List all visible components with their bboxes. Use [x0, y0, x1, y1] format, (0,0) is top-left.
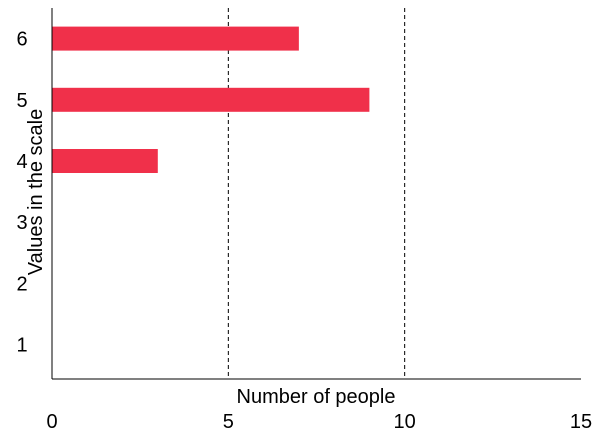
- y-tick-label: 1: [16, 335, 27, 357]
- x-tick-label: 0: [46, 411, 57, 433]
- bar: [52, 149, 158, 173]
- y-tick-label: 4: [16, 151, 27, 173]
- x-axis-title: Number of people: [237, 386, 396, 408]
- y-axis-title: Values in the scale: [25, 109, 47, 275]
- grid-lines: [227, 8, 406, 379]
- y-tick-label: 3: [16, 212, 27, 234]
- x-tick-labels: 0 5 10 15: [46, 411, 592, 433]
- bars: [52, 26, 370, 173]
- bar: [52, 26, 299, 51]
- y-tick-label: 5: [16, 90, 27, 112]
- y-tick-label: 2: [16, 273, 27, 295]
- x-tick-label: 5: [223, 411, 234, 433]
- y-tick-label: 6: [16, 29, 27, 51]
- x-tick-label: 15: [570, 411, 592, 433]
- bar: [52, 87, 370, 112]
- x-tick-label: 10: [394, 411, 416, 433]
- y-tick-labels: 1 2 3 4 5 6: [16, 29, 27, 357]
